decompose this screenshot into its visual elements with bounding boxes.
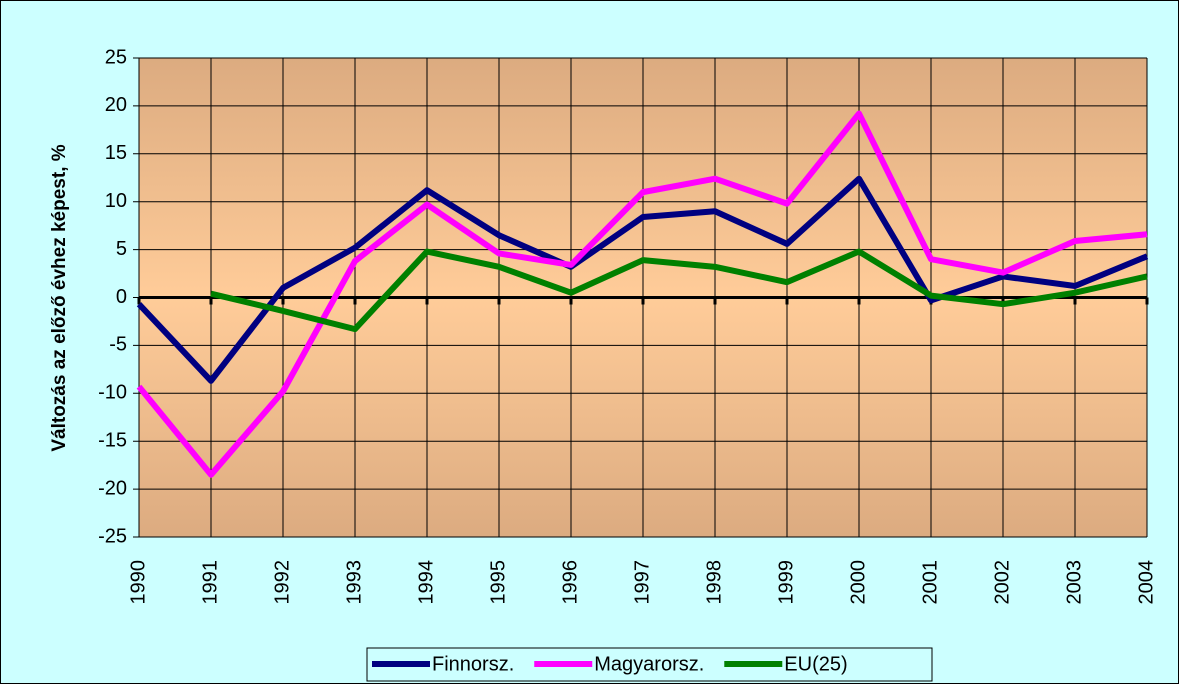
x-tick-label: 2000	[847, 560, 869, 605]
y-tick-label: -25	[98, 525, 127, 547]
x-tick-label: 1990	[127, 560, 149, 605]
y-tick-label: -20	[98, 477, 127, 499]
x-tick-label: 1992	[271, 560, 293, 605]
x-tick-label: 1994	[415, 560, 437, 605]
legend-label: EU(25)	[784, 653, 847, 675]
y-tick-label: 5	[116, 238, 127, 260]
x-tick-label: 1993	[343, 560, 365, 605]
series-line	[136, 110, 1148, 478]
y-axis-title: Változás az előző évhez képest, %	[49, 144, 70, 451]
series-line	[136, 175, 1149, 384]
x-tick-label: 1997	[631, 560, 653, 605]
y-tick-label: 20	[105, 94, 127, 116]
legend	[366, 647, 933, 682]
y-tick-label: -5	[109, 334, 127, 356]
y-tick-label: 10	[105, 190, 127, 212]
y-tick-label: 25	[105, 46, 127, 68]
y-tick-label: -10	[98, 382, 127, 404]
y-tick-label: 15	[105, 142, 127, 164]
y-tick-label: 0	[116, 286, 127, 308]
x-tick-label: 1999	[775, 560, 797, 605]
legend-label: Magyarorsz.	[594, 653, 704, 675]
x-tick-label: 1998	[703, 560, 725, 605]
x-tick-label: 1996	[559, 560, 581, 605]
series-line	[210, 248, 1148, 333]
x-tick-label: 2003	[1063, 560, 1085, 605]
legend-label: Finnorsz.	[432, 653, 514, 675]
y-tick-label: -15	[98, 429, 127, 451]
x-tick-label: 1991	[199, 560, 221, 605]
x-tick-label: 2001	[919, 560, 941, 605]
x-tick-label: 1995	[487, 560, 509, 605]
x-tick-label: 2002	[991, 560, 1013, 605]
x-tick-label: 2004	[1135, 560, 1157, 605]
